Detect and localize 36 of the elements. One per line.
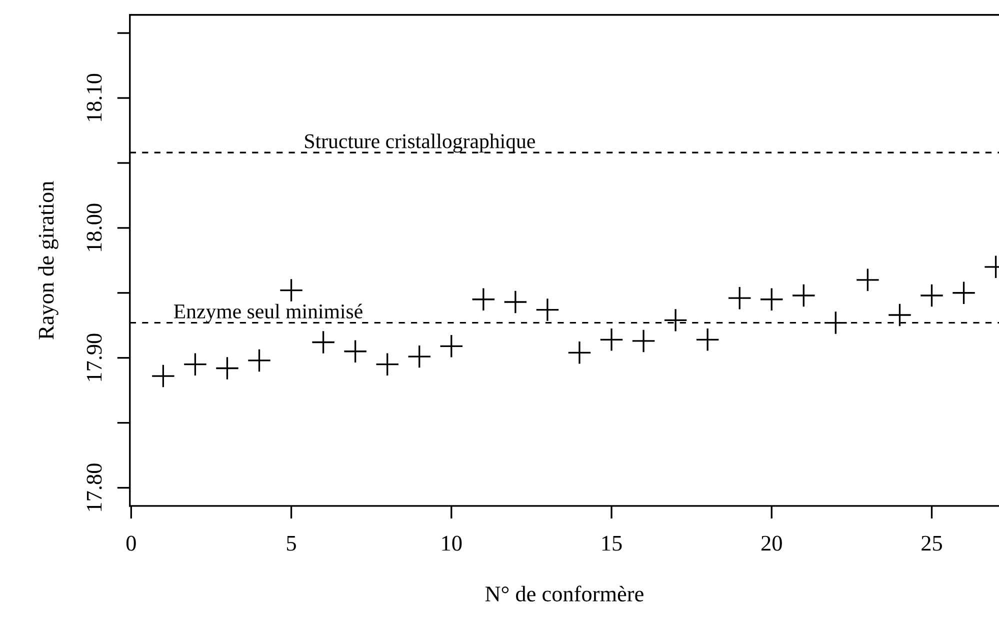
point [536,298,559,321]
ref-line-label: Structure cristallographique [305,134,535,153]
y-tick-label: 18.10 [86,74,102,122]
ref-line-label: Enzyme seul minimisé [174,304,362,323]
point [504,290,527,314]
point [888,304,911,326]
point [664,309,687,332]
point [568,342,591,364]
point [440,335,462,358]
point [312,331,334,354]
point [696,328,719,351]
point [952,282,975,304]
point [632,330,655,352]
y-tick-label: 17.90 [86,334,102,381]
x-tick-label: 20 [761,536,782,551]
point [344,340,366,362]
x-tick-label: 10 [442,536,462,551]
point [184,353,206,376]
x-axis-title: N° de conformère [485,586,644,602]
point [600,328,623,351]
y-tick-label: 17.80 [86,464,102,511]
x-tick-label: 5 [287,536,296,551]
point [920,284,943,307]
y-axis-title: Rayon de giration [38,181,58,340]
point [408,345,430,368]
point [376,353,398,376]
point [792,284,815,307]
x-tick-label: 25 [922,536,942,551]
point [216,357,238,380]
x-tick-label: 15 [602,536,622,551]
x-tick-label: 0 [126,536,136,551]
point [280,279,302,302]
point [248,349,270,372]
y-tick-label: 18.00 [86,204,102,251]
point [152,364,174,388]
point [856,268,879,292]
